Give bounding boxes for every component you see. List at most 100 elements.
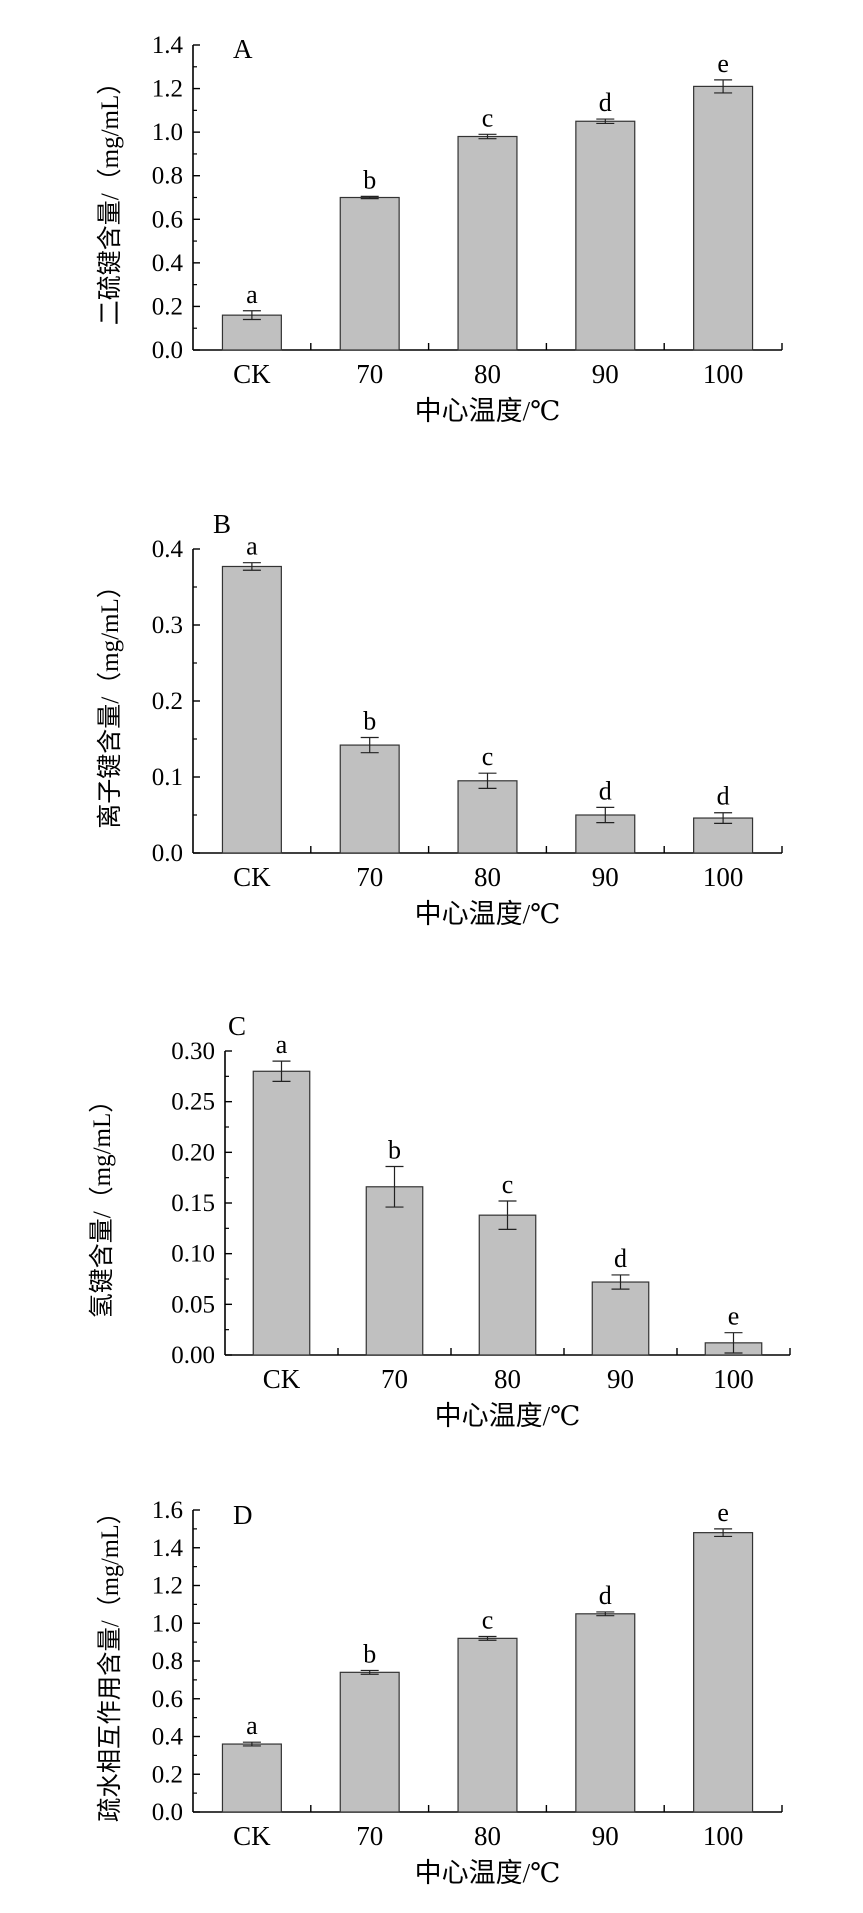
y-tick-label: 1.6 — [152, 1497, 183, 1524]
bar-90 — [575, 120, 636, 351]
significance-letter: b — [363, 1639, 376, 1668]
x-tick-label: 90 — [607, 1364, 634, 1394]
panel-label: C — [228, 1011, 246, 1041]
y-tick-label: 0.00 — [171, 1342, 215, 1369]
significance-letter: d — [717, 782, 730, 811]
significance-letter: d — [614, 1244, 627, 1273]
y-tick-label: 1.0 — [152, 1610, 183, 1637]
x-axis-title: 中心温度/℃ — [415, 899, 561, 929]
chart-panel-d: 0.0 0.2 0.4 0.6 0.8 1.0 1.2 1.4 1.6 a CK b 70 c 80 d 90 e… — [96, 1497, 783, 1888]
x-tick-label: 90 — [592, 862, 619, 892]
bar-ck — [221, 314, 282, 351]
y-tick-label: 0.2 — [152, 1761, 183, 1788]
significance-letter: c — [502, 1170, 514, 1199]
x-tick-label: 80 — [474, 1821, 501, 1851]
y-tick-label: 0.0 — [152, 1799, 183, 1826]
significance-letter: b — [388, 1136, 401, 1165]
y-tick-label: 1.2 — [152, 1573, 183, 1600]
significance-letter: d — [599, 776, 612, 805]
significance-letter: b — [363, 165, 376, 194]
significance-letter: c — [482, 1605, 494, 1634]
x-tick-label: 100 — [703, 862, 744, 892]
bar-90 — [575, 1613, 636, 1813]
bar-80 — [457, 1637, 518, 1813]
chart-panel-c: 0.00 0.05 0.10 0.15 0.20 0.25 0.30 a CK b 70 c 80 d 90… — [88, 1011, 791, 1431]
x-axis-title: 中心温度/℃ — [435, 1401, 581, 1431]
x-tick-label: 70 — [381, 1364, 408, 1394]
x-axis-title: 中心温度/℃ — [415, 396, 561, 426]
chart-panel-b: 0.0 0.1 0.2 0.3 0.4 a CK b 70 c 80 d 90 d 100 B 中心温度/℃ 离子… — [96, 509, 783, 929]
y-axis-title: 疏水相互作用含量/（mg/mL） — [96, 1500, 124, 1822]
bar-ck — [221, 1743, 282, 1813]
y-tick-label: 0.0 — [152, 337, 183, 364]
significance-letter: d — [599, 88, 612, 117]
y-tick-label: 0.2 — [152, 688, 183, 715]
y-tick-label: 0.30 — [171, 1038, 215, 1065]
y-tick-label: 0.2 — [152, 293, 183, 320]
bar-80 — [457, 135, 518, 351]
y-tick-label: 0.10 — [171, 1241, 215, 1268]
y-axis-title: 离子键含量/（mg/mL） — [96, 573, 124, 829]
y-tick-label: 0.4 — [152, 536, 184, 563]
y-tick-label: 0.6 — [152, 1686, 183, 1713]
y-tick-label: 1.4 — [152, 1535, 184, 1562]
x-tick-label: CK — [263, 1364, 301, 1394]
x-tick-label: CK — [233, 862, 271, 892]
significance-letter: c — [482, 103, 494, 132]
y-tick-label: 0.1 — [152, 764, 183, 791]
panel-label: B — [213, 509, 231, 539]
y-tick-label: 0.20 — [171, 1139, 215, 1166]
bar-ck — [221, 565, 282, 854]
x-tick-label: 100 — [703, 1821, 744, 1851]
bar-80 — [478, 1214, 537, 1356]
y-tick-label: 0.15 — [171, 1190, 215, 1217]
bar-90 — [591, 1281, 650, 1356]
y-tick-label: 0.6 — [152, 206, 183, 233]
y-tick-label: 1.0 — [152, 119, 183, 146]
y-tick-label: 0.4 — [152, 1724, 184, 1751]
y-tick-label: 0.3 — [152, 612, 183, 639]
bar-70 — [339, 196, 400, 351]
x-tick-label: CK — [233, 1821, 271, 1851]
bar-ck — [252, 1070, 311, 1356]
x-tick-label: CK — [233, 359, 271, 389]
y-tick-label: 0.4 — [152, 250, 184, 277]
x-tick-label: 100 — [713, 1364, 754, 1394]
x-tick-label: 90 — [592, 359, 619, 389]
bar-80 — [457, 780, 518, 854]
panel-label: A — [233, 34, 253, 64]
y-tick-label: 1.4 — [152, 32, 184, 59]
bar-70 — [339, 744, 400, 854]
significance-letter: e — [717, 49, 729, 78]
x-tick-label: 70 — [356, 359, 383, 389]
significance-letter: c — [482, 742, 494, 771]
significance-letter: a — [246, 280, 258, 309]
bar-70 — [339, 1671, 400, 1813]
significance-letter: a — [246, 1711, 258, 1740]
panel-label: D — [233, 1500, 253, 1530]
x-tick-label: 100 — [703, 359, 744, 389]
chart-panel-a: 0.0 0.2 0.4 0.6 0.8 1.0 1.2 1.4 a CK b 70 c 80 d 90 e 100… — [96, 32, 783, 426]
y-tick-label: 1.2 — [152, 76, 183, 103]
x-tick-label: 70 — [356, 862, 383, 892]
y-axis-title: 二硫键含量/（mg/mL） — [96, 70, 124, 326]
bar-100 — [693, 85, 754, 351]
y-tick-label: 0.05 — [171, 1291, 215, 1318]
x-axis-title: 中心温度/℃ — [415, 1858, 561, 1888]
x-tick-label: 80 — [474, 359, 501, 389]
y-tick-label: 0.8 — [152, 1648, 183, 1675]
significance-letter: e — [728, 1302, 740, 1331]
x-tick-label: 80 — [474, 862, 501, 892]
x-tick-label: 70 — [356, 1821, 383, 1851]
significance-letter: b — [363, 706, 376, 735]
significance-letter: a — [246, 532, 258, 561]
x-tick-label: 80 — [494, 1364, 521, 1394]
y-tick-label: 0.8 — [152, 163, 183, 190]
significance-letter: d — [599, 1581, 612, 1610]
significance-letter: a — [276, 1030, 288, 1059]
x-tick-label: 90 — [592, 1821, 619, 1851]
y-axis-title: 氢键含量/（mg/mL） — [88, 1088, 116, 1319]
bar-100 — [693, 1532, 754, 1813]
significance-letter: e — [717, 1498, 729, 1527]
